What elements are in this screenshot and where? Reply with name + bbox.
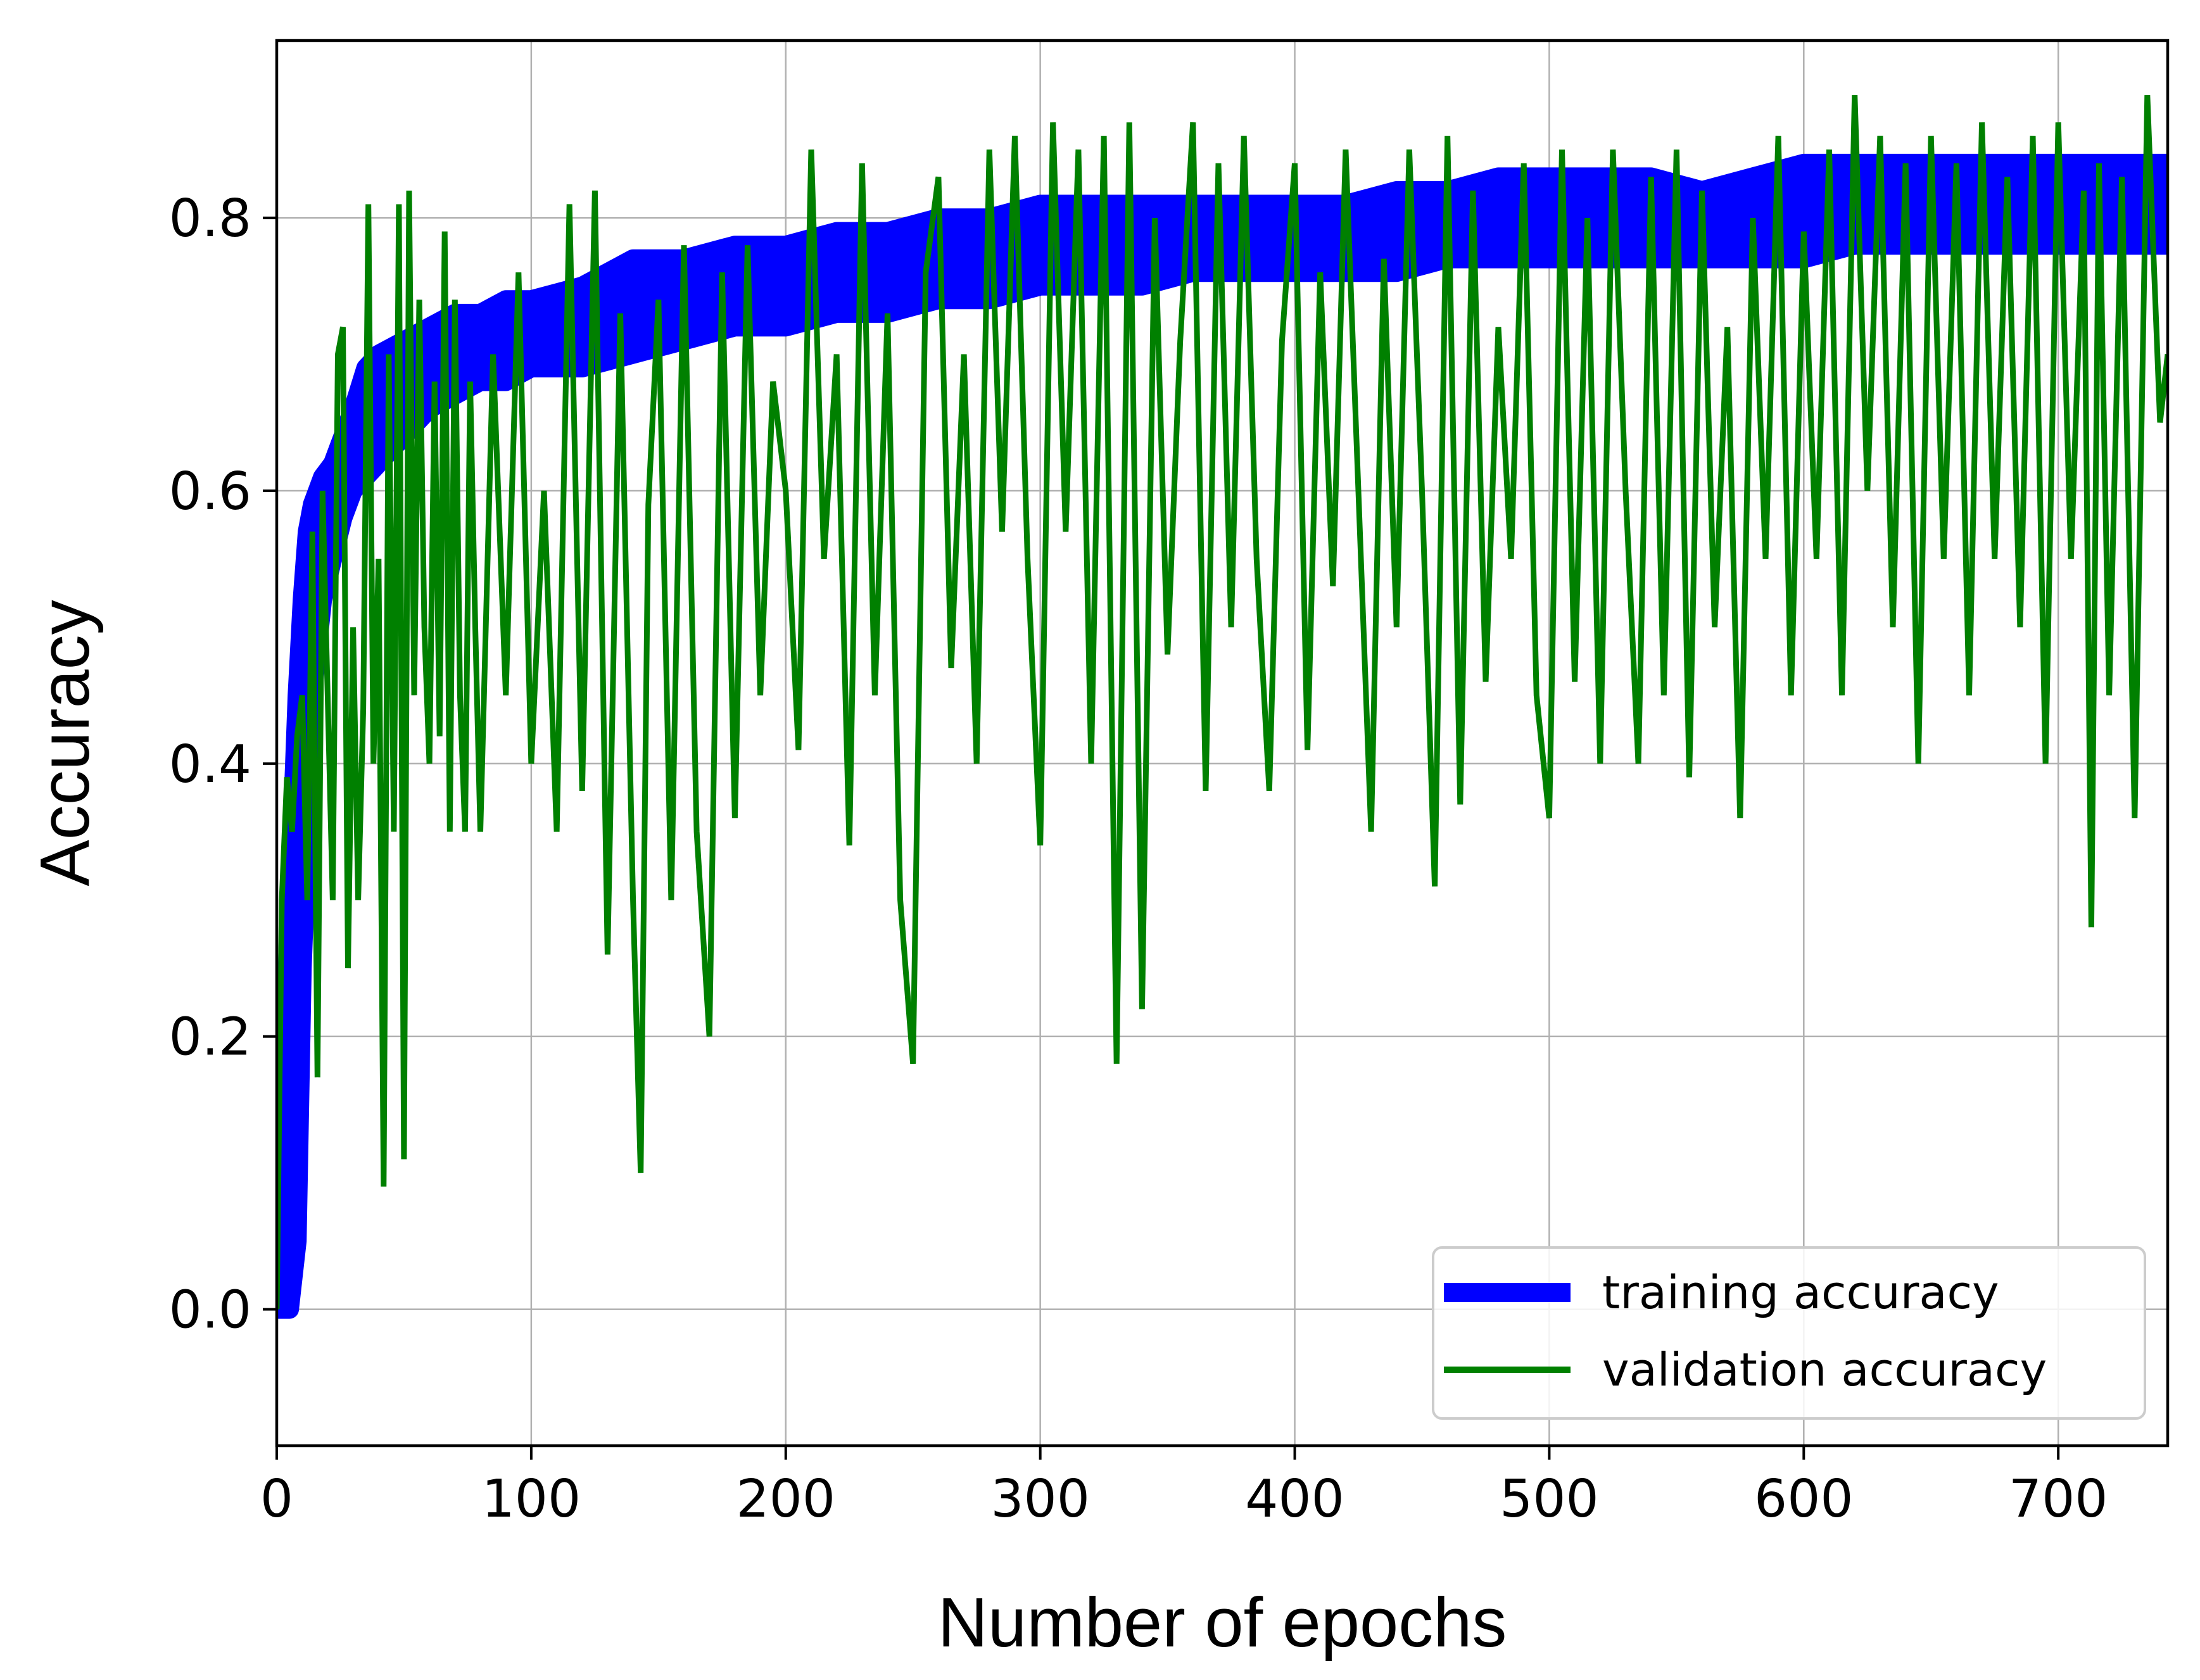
y-tick-label: 0.2 bbox=[169, 1007, 251, 1068]
legend-label-training: training accuracy bbox=[1602, 1266, 1999, 1319]
x-tick-label: 300 bbox=[990, 1469, 1090, 1529]
legend-box bbox=[1432, 1246, 2146, 1420]
x-tick-label: 400 bbox=[1245, 1469, 1344, 1529]
x-axis-title: Number of epochs bbox=[938, 1584, 1507, 1662]
y-axis-ticks: 0.0 0.2 0.4 0.6 0.8 bbox=[169, 189, 277, 1341]
x-tick-label: 600 bbox=[1754, 1469, 1854, 1529]
legend-label-validation: validation accuracy bbox=[1602, 1343, 2047, 1396]
x-tick-label: 100 bbox=[482, 1469, 581, 1529]
x-tick-label: 500 bbox=[1500, 1469, 1599, 1529]
legend: training accuracy validation accuracy bbox=[1432, 1246, 2146, 1420]
y-axis-title: Accuracy bbox=[26, 600, 104, 886]
x-tick-label: 700 bbox=[2009, 1469, 2108, 1529]
x-tick-label: 200 bbox=[736, 1469, 836, 1529]
series-layer bbox=[277, 95, 2168, 1319]
y-tick-label: 0.6 bbox=[169, 462, 251, 522]
y-tick-label: 0.8 bbox=[169, 189, 251, 249]
axes-frame bbox=[275, 39, 2170, 1448]
plot-area bbox=[277, 95, 2168, 1319]
series-validation-accuracy bbox=[277, 95, 2168, 1310]
x-tick-label: 0 bbox=[260, 1469, 293, 1529]
y-tick-label: 0.0 bbox=[169, 1280, 251, 1341]
y-tick-label: 0.4 bbox=[169, 735, 251, 795]
x-axis-ticks: 0 100 200 300 400 500 600 700 bbox=[260, 1446, 2108, 1529]
